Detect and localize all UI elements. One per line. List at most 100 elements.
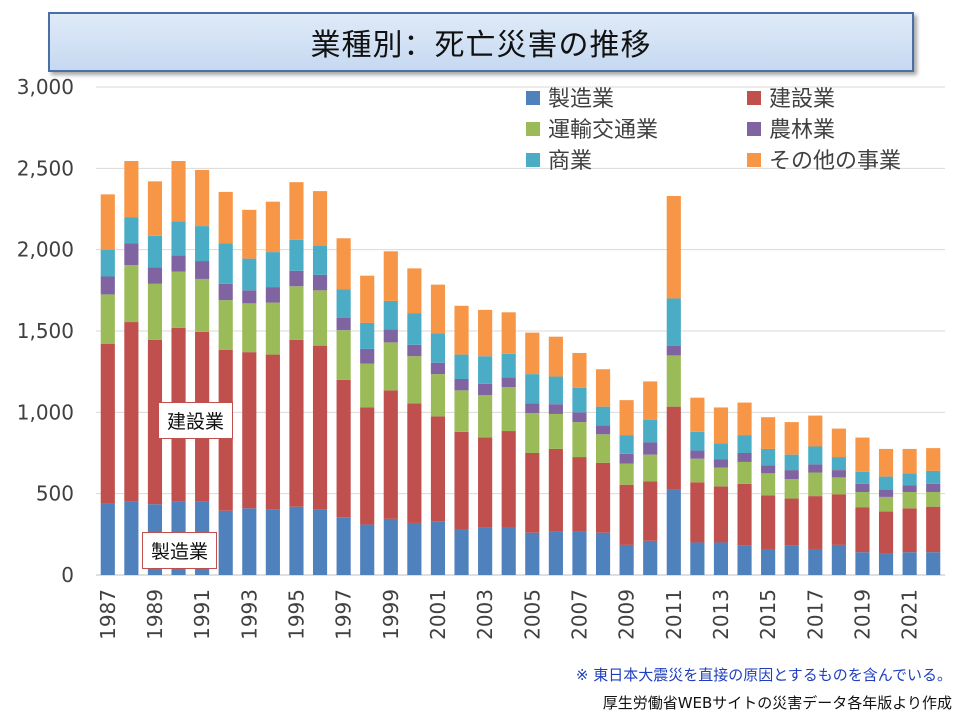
bar-segment bbox=[407, 356, 422, 404]
x-tick-label: 1991 bbox=[190, 589, 214, 640]
bar-segment bbox=[501, 387, 516, 432]
bar-segment bbox=[265, 252, 280, 288]
bar-segment bbox=[737, 435, 752, 453]
bar-segment bbox=[690, 482, 705, 543]
bar-segment bbox=[147, 283, 163, 340]
bar-segment bbox=[100, 276, 115, 295]
bar-segment bbox=[666, 406, 681, 490]
bar-segment bbox=[454, 378, 469, 391]
bar-segment bbox=[312, 245, 328, 275]
bar-segment bbox=[878, 553, 894, 575]
bar-segment bbox=[383, 329, 398, 343]
bar-segment bbox=[737, 402, 752, 436]
bar-segment bbox=[737, 545, 752, 575]
bar-segment bbox=[666, 489, 681, 575]
bar-segment bbox=[147, 235, 163, 268]
legend-label: 運輸交通業 bbox=[548, 118, 658, 143]
bar-segment bbox=[666, 195, 681, 299]
bar-segment bbox=[643, 442, 658, 455]
bar-segment bbox=[242, 303, 257, 353]
legend-swatch bbox=[526, 122, 540, 136]
y-tick-label: 0 bbox=[61, 563, 74, 587]
bar-segment bbox=[902, 508, 917, 553]
bar-segment bbox=[831, 494, 846, 545]
bar-segment bbox=[595, 434, 611, 463]
bar-segment bbox=[831, 428, 846, 458]
bar-segment bbox=[360, 524, 375, 575]
chart-title: 業種別：死亡災害の推移 bbox=[48, 12, 914, 72]
bar-segment bbox=[454, 529, 469, 575]
x-tick-label: 2021 bbox=[898, 589, 922, 640]
bar-segment bbox=[808, 472, 823, 497]
bar-segment bbox=[761, 417, 776, 449]
legend-label: 商業 bbox=[548, 149, 592, 174]
bar-segment bbox=[265, 287, 280, 303]
bar-segment bbox=[218, 283, 233, 301]
bar-segment bbox=[195, 261, 210, 279]
bar-segment bbox=[525, 332, 540, 375]
bar-segment bbox=[690, 458, 705, 483]
bar-segment bbox=[124, 265, 139, 323]
bar-segment bbox=[926, 552, 941, 575]
bar-segment bbox=[643, 454, 658, 482]
bar-segment bbox=[430, 362, 446, 375]
bars bbox=[100, 161, 941, 575]
bar-segment bbox=[242, 209, 257, 259]
legend-label: 農林業 bbox=[769, 118, 835, 143]
bar-segment bbox=[808, 446, 823, 465]
y-tick-label: 1,500 bbox=[17, 319, 74, 343]
bar-segment bbox=[501, 353, 516, 378]
bar-segment bbox=[761, 473, 776, 496]
x-tick-label: 1999 bbox=[379, 589, 403, 640]
bar-segment bbox=[855, 507, 870, 553]
bar-segment bbox=[643, 381, 658, 420]
bar-segment bbox=[548, 404, 563, 414]
bar-segment bbox=[383, 251, 398, 301]
legend-label: 建設業 bbox=[769, 87, 835, 112]
x-tick-label: 2007 bbox=[567, 589, 591, 640]
bar-segment bbox=[360, 275, 375, 323]
legend-swatch bbox=[526, 153, 540, 167]
bar-segment bbox=[407, 403, 422, 523]
bar-segment bbox=[171, 221, 186, 256]
bar-segment bbox=[572, 457, 587, 532]
x-tick-label: 2013 bbox=[709, 589, 733, 640]
bar-segment bbox=[430, 521, 446, 575]
bar-segment bbox=[761, 495, 776, 549]
bar-segment bbox=[336, 330, 351, 380]
bar-segment bbox=[360, 363, 375, 408]
bar-segment bbox=[360, 348, 375, 364]
bar-segment bbox=[312, 274, 328, 291]
x-tick-label: 2005 bbox=[520, 589, 544, 640]
bar-segment bbox=[548, 448, 563, 532]
bar-segment bbox=[595, 406, 611, 426]
bar-segment bbox=[454, 390, 469, 432]
bar-segment bbox=[619, 400, 634, 436]
bar-segment bbox=[265, 302, 280, 355]
bar-segment bbox=[713, 486, 729, 543]
bar-segment bbox=[124, 322, 139, 502]
bar-segment bbox=[454, 431, 469, 530]
bar-segment bbox=[478, 356, 493, 384]
bar-segment bbox=[242, 352, 257, 509]
bar-segment bbox=[501, 377, 516, 388]
legend-swatch bbox=[526, 91, 540, 105]
bar-segment bbox=[784, 545, 799, 575]
bar-segment bbox=[619, 484, 634, 545]
bar-segment bbox=[147, 339, 163, 505]
bar-segment bbox=[572, 387, 587, 413]
bar-segment bbox=[572, 352, 587, 388]
bar-segment bbox=[312, 345, 328, 510]
bar-segment bbox=[218, 243, 233, 284]
bar-segment bbox=[124, 501, 139, 575]
bar-segment bbox=[713, 459, 729, 468]
bar-segment bbox=[218, 300, 233, 350]
bar-segment bbox=[171, 255, 186, 272]
bar-segment bbox=[407, 344, 422, 357]
y-axis: 0 500 1,000 1,500 2,000 2,500 3,000 bbox=[17, 75, 74, 587]
bar-segment bbox=[312, 191, 328, 246]
bar-segment bbox=[265, 354, 280, 510]
legend-swatch bbox=[747, 122, 761, 136]
bar-segment bbox=[242, 508, 257, 575]
